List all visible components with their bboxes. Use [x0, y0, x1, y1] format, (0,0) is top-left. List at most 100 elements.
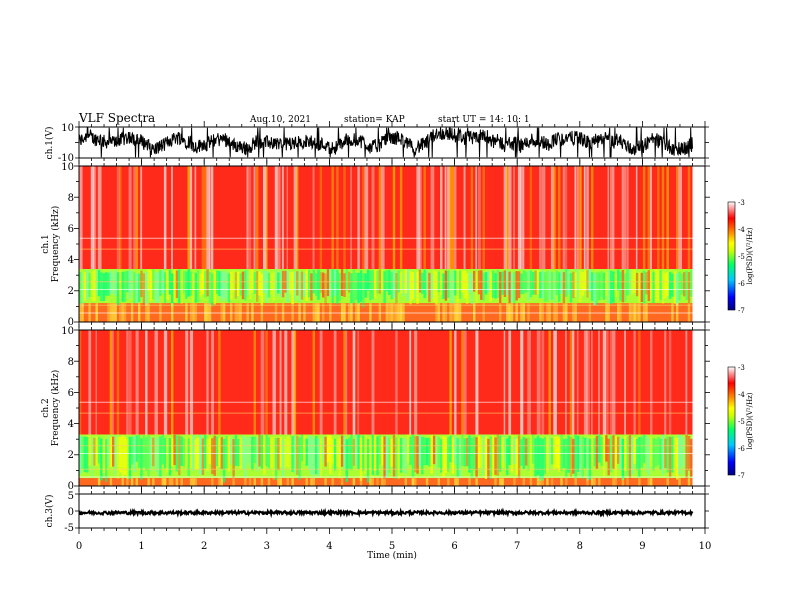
spectrogram-cell: [329, 435, 332, 474]
spectrogram-cell: [595, 435, 599, 469]
spectrogram-cell: [263, 166, 267, 269]
spectrogram-cell: [126, 330, 129, 435]
spectrogram-cell: [388, 269, 391, 295]
spectrogram-cell: [373, 269, 377, 299]
ch2-freq-tick-6: 6: [68, 388, 74, 399]
ch2-colorbar: [727, 366, 736, 476]
spectrogram-cell: [154, 330, 158, 435]
spectrogram-cell: [123, 271, 127, 303]
spectrogram-cell: [277, 166, 281, 269]
spectrogram-cell: [333, 438, 337, 471]
spectrogram-cell: [206, 438, 209, 471]
spectrogram-cell: [234, 435, 238, 466]
spectrogram-cell: [631, 437, 634, 475]
spectrogram-cell: [520, 273, 523, 295]
spectrogram-cell: [683, 272, 686, 297]
spectrogram-cell: [576, 269, 580, 299]
spectrogram-cell: [189, 271, 193, 296]
spectrogram-cell: [503, 166, 507, 269]
spectrogram-cell: [553, 330, 557, 435]
spectrogram-cell: [553, 166, 556, 269]
spectrogram-cell: [359, 270, 363, 302]
spectrogram-cell: [272, 436, 275, 480]
spectrogram-cell: [451, 437, 455, 474]
spectrogram-cell: [230, 271, 233, 300]
spectrogram-cell: [140, 270, 143, 298]
spectrogram-cell: [303, 273, 306, 297]
spectrogram-cell: [241, 435, 245, 470]
ch3-ytick-min: -5: [64, 523, 74, 534]
spectrogram-cell: [81, 273, 84, 308]
spectrogram-cell: [265, 166, 268, 269]
spectrogram-cell: [432, 435, 436, 465]
spectrogram-cell: [93, 166, 97, 269]
spectrogram-cell: [583, 166, 586, 269]
spectrogram-cell: [626, 436, 629, 477]
spectrogram-cell: [93, 437, 96, 466]
spectrogram-cell: [668, 271, 672, 299]
spectrogram-cell: [595, 272, 599, 306]
spectrogram-cell: [97, 478, 101, 486]
spectrogram-cell: [152, 437, 155, 467]
spectrogram-cell: [315, 436, 318, 475]
spectrogram-cell: [454, 478, 457, 486]
header-start: start UT = 14: 10: 1: [438, 115, 530, 125]
spectrogram-cell: [503, 270, 507, 297]
spectrogram-cell: [227, 273, 231, 303]
spectrogram-cell: [652, 438, 655, 471]
spectrogram-cell: [281, 439, 285, 477]
spectrogram-cell: [482, 166, 485, 269]
spectrogram-cell: [463, 330, 467, 435]
spectrogram-cell: [487, 438, 490, 480]
spectrogram-cell: [475, 437, 478, 478]
xtick-label-7: 7: [514, 541, 520, 552]
spectrogram-cell: [437, 478, 440, 486]
spectrogram-cell: [687, 478, 691, 486]
spectrogram-cell: [668, 330, 672, 435]
spectrogram-cell: [546, 270, 549, 302]
spectrogram-cell: [600, 271, 603, 298]
spectrogram-cell: [171, 166, 173, 269]
spectrogram-cell: [147, 269, 150, 291]
spectrogram-cell: [664, 330, 667, 435]
spectrogram-cell: [647, 166, 650, 269]
spectrogram-cell: [447, 436, 450, 472]
spectrogram-cell: [222, 272, 226, 299]
spectrogram-cell: [576, 330, 579, 435]
spectrogram-cell: [364, 166, 369, 269]
ch2-spectrogram-image: [79, 330, 693, 486]
spectrogram-cell: [284, 330, 288, 435]
spectrogram-cell: [411, 272, 415, 300]
spectrogram-cell: [244, 437, 247, 479]
spectrogram-cell: [163, 437, 167, 469]
spectrogram-cell: [355, 272, 358, 301]
spectrogram-cell: [435, 271, 438, 305]
spectrogram-cell: [166, 438, 169, 473]
spectrogram-cell: [586, 478, 589, 486]
spectrogram-cell: [525, 438, 528, 466]
spectrogram-cell: [402, 273, 405, 297]
spectrogram-cell: [647, 437, 650, 476]
xaxis-label: Time (min): [367, 550, 417, 561]
spectrogram-cell: [208, 271, 212, 306]
spectrogram-cell: [685, 434, 688, 479]
spectrogram-cell: [173, 269, 176, 303]
spectrogram-cell: [246, 166, 249, 269]
spectrogram-cell: [182, 438, 186, 467]
spectrogram-cell: [435, 436, 438, 478]
spectrogram-cell: [260, 478, 264, 486]
spectrogram-cell: [437, 436, 440, 468]
spectrogram-cell: [508, 166, 512, 269]
spectrogram-cell: [277, 272, 280, 294]
spectrogram-cell: [88, 330, 92, 435]
spectrogram-cell: [687, 166, 691, 269]
spectrogram-cell: [97, 166, 102, 269]
spectrogram-cell: [331, 269, 334, 304]
spectrogram-cell: [128, 270, 131, 299]
spectrogram-cell: [668, 436, 672, 478]
spectrogram-cell: [256, 437, 259, 472]
spectrogram-cell: [470, 437, 474, 480]
ch1-spectrogram-panel: 0 2 4 6 8 10 ch.1 Frequency (kHz) -3 -4 …: [41, 162, 754, 328]
spectrogram-cell: [138, 273, 141, 303]
spectrogram-cell: [586, 269, 589, 298]
